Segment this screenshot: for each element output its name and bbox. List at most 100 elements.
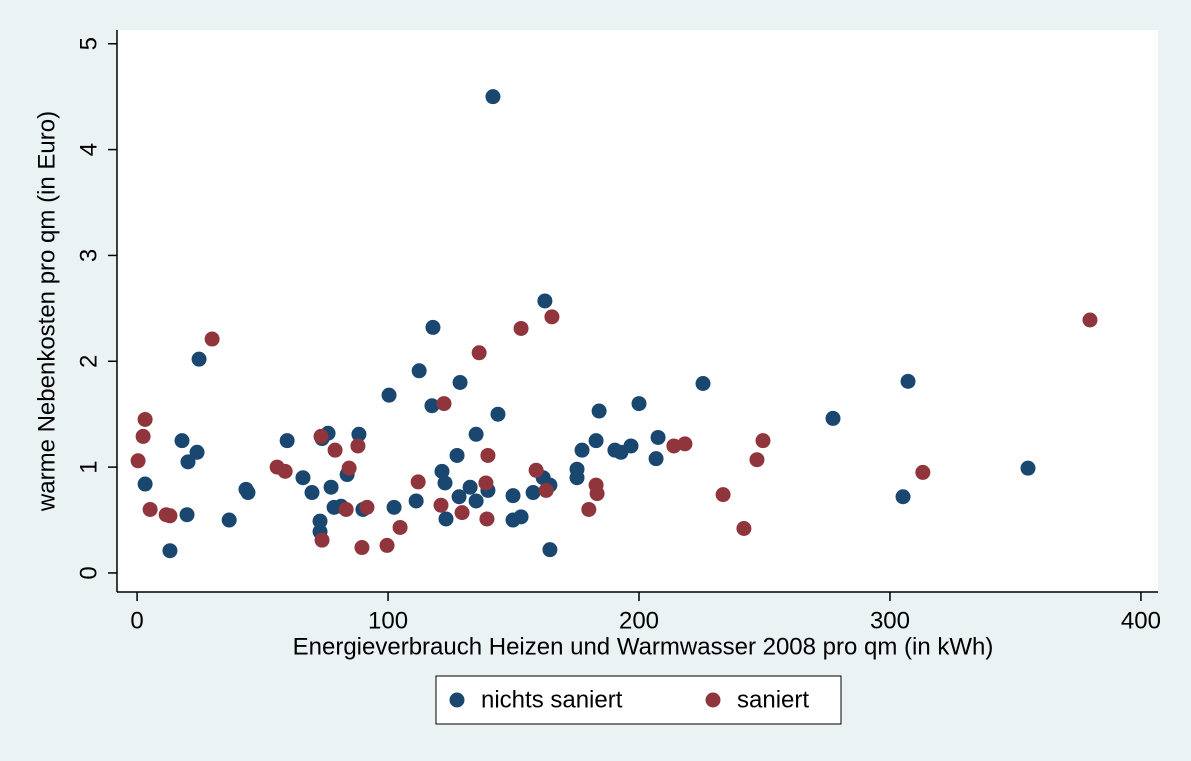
scatter-point <box>424 398 440 414</box>
scatter-point <box>438 511 454 527</box>
scatter-point <box>452 374 468 390</box>
scatter-point <box>323 479 339 495</box>
scatter-point <box>631 396 647 412</box>
y-tick-label: 5 <box>75 37 102 50</box>
scatter-point <box>449 447 465 463</box>
scatter-point <box>341 460 357 476</box>
scatter-point <box>479 511 495 527</box>
scatter-point <box>240 485 256 501</box>
scatter-point <box>179 507 195 523</box>
y-axis-label: warme Nebenkosten pro qm (in Euro) <box>33 111 60 512</box>
plot-area <box>117 30 1158 592</box>
scatter-point <box>623 438 639 454</box>
scatter-point <box>648 451 664 467</box>
scatter-point <box>1082 312 1098 328</box>
scatter-point <box>142 501 158 517</box>
x-axis-label: Energieverbrauch Heizen und Warmwasser 2… <box>293 633 994 660</box>
scatter-point <box>537 293 553 309</box>
scatter-point <box>1020 460 1036 476</box>
scatter-point <box>221 512 237 528</box>
legend-label: saniert <box>737 686 809 713</box>
scatter-point <box>436 396 452 412</box>
scatter-point <box>135 428 151 444</box>
scatter-point <box>525 485 541 501</box>
scatter-point <box>677 436 693 452</box>
legend-label: nichts saniert <box>481 686 623 713</box>
scatter-point <box>130 453 146 469</box>
scatter-point <box>137 476 153 492</box>
scatter-point <box>538 482 554 498</box>
scatter-point <box>895 489 911 505</box>
scatter-point <box>485 89 501 105</box>
scatter-point <box>433 497 449 513</box>
scatter-point <box>386 499 402 515</box>
legend-box <box>435 675 842 725</box>
scatter-point <box>513 320 529 336</box>
scatter-point <box>715 487 731 503</box>
scatter-point <box>591 403 607 419</box>
scatter-point <box>191 351 207 367</box>
scatter-point <box>468 426 484 442</box>
scatter-point <box>351 426 367 442</box>
scatter-point <box>434 463 450 479</box>
scatter-point <box>354 540 370 556</box>
scatter-point <box>542 542 558 558</box>
scatter-point <box>471 345 487 361</box>
scatter-point <box>408 493 424 509</box>
y-tick-label: 0 <box>75 566 102 579</box>
scatter-point <box>490 406 506 422</box>
x-tick-label: 100 <box>368 607 408 634</box>
scatter-point <box>695 375 711 391</box>
scatter-point <box>411 363 427 379</box>
scatter-point <box>381 387 397 403</box>
scatter-point <box>359 499 375 515</box>
scatter-point <box>204 331 220 347</box>
scatter-point <box>189 444 205 460</box>
scatter-point <box>513 509 529 525</box>
scatter-point <box>755 433 771 449</box>
scatter-point <box>327 442 343 458</box>
legend-marker <box>705 692 721 708</box>
y-tick-label: 3 <box>75 249 102 262</box>
scatter-point <box>312 513 328 529</box>
scatter-point <box>900 373 916 389</box>
legend-marker <box>449 692 465 708</box>
scatter-point <box>915 464 931 480</box>
y-tick-label: 2 <box>75 355 102 368</box>
scatter-point <box>478 475 494 491</box>
scatter-point <box>505 488 521 504</box>
scatter-point <box>392 519 408 535</box>
scatter-point <box>295 470 311 486</box>
scatter-point <box>454 505 470 521</box>
x-tick-label: 300 <box>870 607 910 634</box>
scatter-point <box>425 319 441 335</box>
x-tick-label: 400 <box>1121 607 1161 634</box>
scatter-point <box>581 501 597 517</box>
scatter-point <box>338 501 354 517</box>
scatter-point <box>574 442 590 458</box>
scatter-point <box>736 520 752 536</box>
scatter-point <box>313 428 329 444</box>
x-tick-label: 200 <box>619 607 659 634</box>
y-tick-label: 1 <box>75 460 102 473</box>
scatter-point <box>137 411 153 427</box>
x-tick-label: 0 <box>130 607 143 634</box>
scatter-point <box>277 463 293 479</box>
scatter-point <box>379 537 395 553</box>
scatter-point <box>180 454 196 470</box>
scatter-point <box>174 433 190 449</box>
scatter-point <box>650 429 666 445</box>
scatter-point <box>314 532 330 548</box>
scatter-point <box>279 433 295 449</box>
y-tick-label: 4 <box>75 143 102 156</box>
scatter-point <box>304 485 320 501</box>
scatter-point <box>569 470 585 486</box>
scatter-point <box>410 474 426 490</box>
scatter-point <box>451 489 467 505</box>
scatter-point <box>162 508 178 524</box>
scatter-point <box>825 410 841 426</box>
scatter-point <box>588 433 604 449</box>
scatter-point <box>350 438 366 454</box>
scatter-point <box>462 479 478 495</box>
